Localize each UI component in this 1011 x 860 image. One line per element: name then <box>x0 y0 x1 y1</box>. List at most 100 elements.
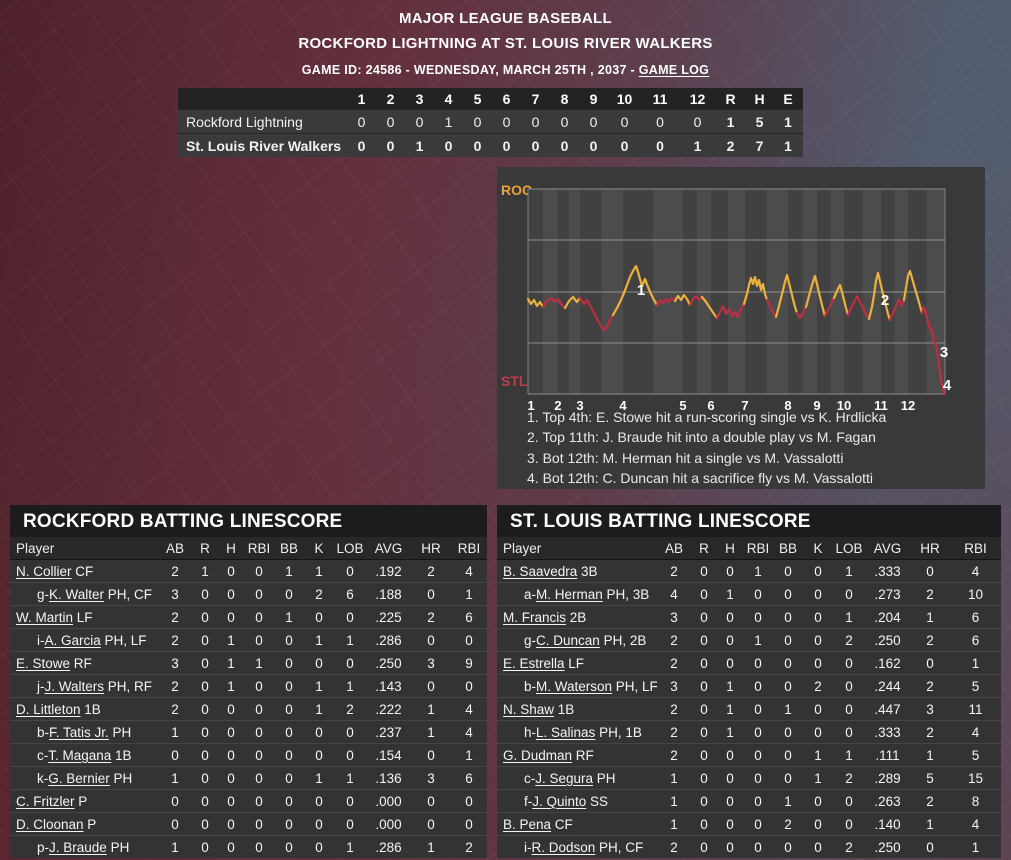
player-name-link[interactable]: D. Littleton <box>16 701 81 717</box>
batting-col-header-lob: LOB <box>835 540 863 556</box>
player-name-link[interactable]: W. Martin <box>16 609 74 625</box>
chart-stl-axis-label: STL <box>501 373 528 389</box>
stat-value: 0 <box>255 724 263 740</box>
stat-value: .136 <box>375 770 402 786</box>
player-position: PH, RF <box>104 678 153 694</box>
win-prob-segment-roc <box>774 273 799 319</box>
stat-value: 0 <box>227 770 235 786</box>
batting-col-header-avg: AVG <box>873 540 902 556</box>
stat-value: 0 <box>285 793 293 809</box>
stat-value: 0 <box>227 586 235 602</box>
stat-value: .447 <box>874 701 901 717</box>
stat-value: 4 <box>465 701 473 717</box>
stat-value: 1 <box>726 701 734 717</box>
player-name-link[interactable]: G. Bernier <box>48 770 110 786</box>
linescore-inning-header: 4 <box>444 90 453 107</box>
player-name-link[interactable]: J. Braude <box>49 839 107 855</box>
player-name-link[interactable]: E. Estrella <box>503 655 565 671</box>
stat-value: 1 <box>171 724 179 740</box>
stat-value: 3 <box>427 770 435 786</box>
player-name-link[interactable]: B. Pena <box>503 816 552 832</box>
linescore-inning-header: 2 <box>386 90 395 107</box>
player-cell: b-F. Tatis Jr. PH <box>10 725 158 740</box>
stat-value: 0 <box>814 839 822 855</box>
player-name-link[interactable]: M. Francis <box>503 609 567 625</box>
stat-value: 0 <box>926 655 934 671</box>
batting-row: E. Stowe RF 3 0 1 1 0 0 0 .250 3 9 <box>10 651 487 674</box>
batting-row: h-L. Salinas PH, 1B 2 0 1 0 0 0 0 .333 2 4 <box>497 720 1001 743</box>
player-name-link[interactable]: J. Walters <box>44 678 105 694</box>
player-name-link[interactable]: D. Cloonan <box>16 816 84 832</box>
batting-row: k-G. Bernier PH 1 0 0 0 0 1 1 .136 3 6 <box>10 766 487 789</box>
stat-value: 0 <box>227 563 235 579</box>
player-name-link[interactable]: A. Garcia <box>44 632 101 648</box>
stat-value: 2 <box>670 655 678 671</box>
linescore-team-row: Rockford Lightning 0 0 0 1 0 0 0 0 0 0 0 0 1 5 1 <box>178 109 803 133</box>
player-name-link[interactable]: J. Quinto <box>532 793 587 809</box>
stat-value: 0 <box>255 770 263 786</box>
stat-value: .225 <box>375 609 402 625</box>
stat-value: 1 <box>315 678 323 694</box>
player-name-link[interactable]: L. Salinas <box>536 724 596 740</box>
stat-value: 5 <box>926 770 934 786</box>
stat-value: 3 <box>926 701 934 717</box>
game-log-link[interactable]: GAME LOG <box>638 63 710 77</box>
win-prob-segment-stl <box>823 296 836 318</box>
player-name-link[interactable]: C. Fritzler <box>16 793 75 809</box>
stat-value: 0 <box>814 724 822 740</box>
player-name-link[interactable]: R. Dodson <box>531 839 596 855</box>
stat-value: 2 <box>315 586 323 602</box>
player-position: P <box>74 793 88 809</box>
player-name-link[interactable]: T. Magana <box>48 747 112 763</box>
win-prob-segment-roc <box>526 297 545 309</box>
stat-value: 0 <box>845 793 853 809</box>
stat-value: .263 <box>874 793 901 809</box>
linescore-inning-value: 0 <box>502 137 511 154</box>
player-name-link[interactable]: K. Walter <box>49 586 105 602</box>
player-name-link[interactable]: E. Stowe <box>16 655 71 671</box>
batting-col-header-bb: BB <box>778 540 797 556</box>
player-name-link[interactable]: M. Herman <box>536 586 603 602</box>
stat-value: 0 <box>700 747 708 763</box>
stat-value: 1 <box>754 632 762 648</box>
batting-row: W. Martin LF 2 0 0 0 1 0 0 .225 2 6 <box>10 605 487 628</box>
stat-value: 2 <box>670 747 678 763</box>
batting-row: b-F. Tatis Jr. PH 1 0 0 0 0 0 0 .237 1 4 <box>10 720 487 743</box>
player-cell: D. Cloonan P <box>10 817 158 832</box>
stat-value: 0 <box>784 747 792 763</box>
stat-value: 0 <box>201 816 209 832</box>
player-name-link[interactable]: M. Waterson <box>536 678 613 694</box>
linescore-rows: Rockford Lightning 0 0 0 1 0 0 0 0 0 0 0 0 1 5 1 St. Lou… <box>178 109 803 157</box>
player-name-link[interactable]: C. Duncan <box>536 632 600 648</box>
player-position: CF <box>551 816 573 832</box>
stat-value: 1 <box>465 747 473 763</box>
linescore-inning-value: 0 <box>589 113 598 130</box>
stat-value: 10 <box>967 586 984 602</box>
linescore-inning-value: 0 <box>693 113 702 130</box>
stat-value: 1 <box>427 724 435 740</box>
stat-value: 0 <box>427 747 435 763</box>
hits-value: 7 <box>755 137 764 154</box>
stat-value: 0 <box>700 724 708 740</box>
player-name-link[interactable]: N. Collier <box>16 563 72 579</box>
player-name-link[interactable]: N. Shaw <box>503 701 555 717</box>
player-name-link[interactable]: B. Saavedra <box>503 563 578 579</box>
stat-value: 9 <box>465 655 473 671</box>
player-cell: i-A. Garcia PH, LF <box>10 633 158 648</box>
stat-value: 1 <box>315 701 323 717</box>
stat-value: 0 <box>285 770 293 786</box>
stat-value: 0 <box>814 632 822 648</box>
stat-value: 0 <box>285 586 293 602</box>
stat-value: 4 <box>465 563 473 579</box>
batting-row: j-J. Walters PH, RF 2 0 1 0 0 1 1 .143 0 0 <box>10 674 487 697</box>
stat-value: 0 <box>754 609 762 625</box>
player-name-link[interactable]: J. Segura <box>535 770 594 786</box>
player-name-link[interactable]: F. Tatis Jr. <box>49 724 109 740</box>
batting-row: g-K. Walter PH, CF 3 0 0 0 0 2 6 .188 0 1 <box>10 582 487 605</box>
player-cell: g-C. Duncan PH, 2B <box>497 633 657 648</box>
stat-value: .188 <box>375 586 402 602</box>
player-name-link[interactable]: G. Dudman <box>503 747 573 763</box>
chart-x-tick: 1 <box>527 398 534 413</box>
player-position: PH, LF <box>612 678 657 694</box>
